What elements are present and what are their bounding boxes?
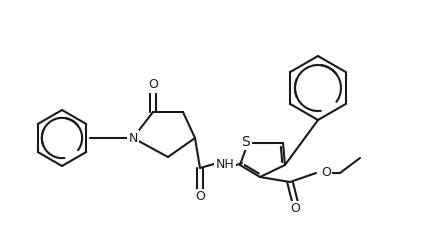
Text: S: S (242, 135, 250, 149)
Text: N: N (128, 132, 138, 144)
Text: O: O (148, 79, 158, 91)
Text: NH: NH (216, 159, 234, 172)
Text: O: O (321, 166, 331, 178)
Text: O: O (290, 203, 300, 215)
Text: O: O (195, 191, 205, 204)
